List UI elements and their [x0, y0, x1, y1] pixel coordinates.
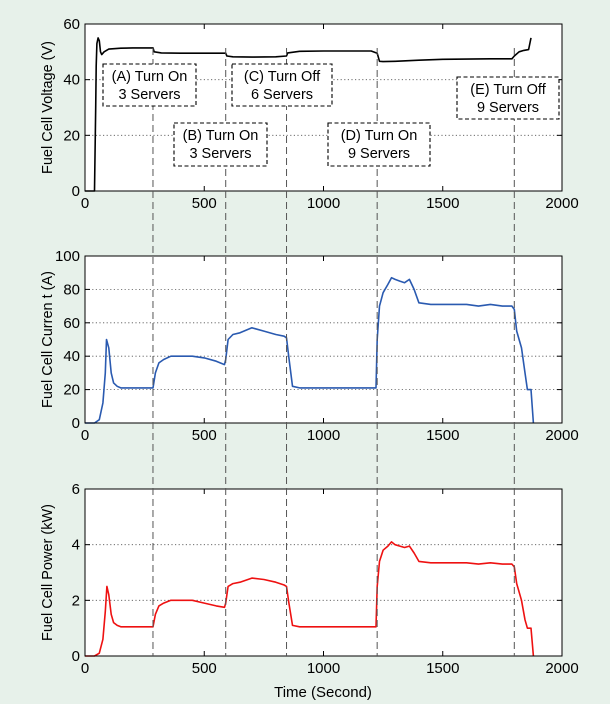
- x-tick-label: 1000: [307, 195, 340, 212]
- annotations-layer: (A) Turn On 3 Servers (B) Turn On 3 Servers…: [102, 63, 560, 167]
- annotation-box: (B) Turn On 3 Servers: [173, 122, 268, 167]
- voltage-series-line: [85, 37, 532, 192]
- annotation-text: (C) Turn Off: [244, 69, 321, 85]
- y-tick-label: 60: [63, 16, 80, 33]
- power-panel: 0 2 4 6 0 500 1000 1500 2000 Fuel Cell Power (kW): [40, 481, 579, 677]
- x-tick-label: 500: [192, 660, 217, 677]
- y-tick-label: 0: [72, 415, 80, 432]
- annotation-border: [231, 63, 333, 107]
- x-tick-label: 2000: [545, 195, 578, 212]
- annotation-box: (E) Turn Off 9 Servers: [456, 76, 560, 120]
- y-tick-label: 40: [63, 72, 80, 89]
- voltage-y-axis-label: Fuel Cell Voltage (V): [40, 41, 56, 174]
- x-tick-label: 1000: [307, 427, 340, 444]
- annotation-text: 9 Servers: [477, 100, 539, 116]
- x-tick-label: 1500: [426, 660, 459, 677]
- annotation-box: (A) Turn On 3 Servers: [102, 63, 197, 107]
- y-tick-label: 20: [63, 382, 80, 399]
- annotation-border: [456, 76, 560, 120]
- annotation-text: (B) Turn On: [183, 128, 259, 144]
- annotation-border: [327, 122, 431, 167]
- x-tick-label: 1500: [426, 195, 459, 212]
- x-tick-label: 1500: [426, 427, 459, 444]
- power-series-line: [85, 541, 535, 657]
- x-tick-label: 2000: [545, 427, 578, 444]
- current-y-axis-label: Fuel Cell Curren t (A): [40, 271, 56, 408]
- annotation-text: 6 Servers: [251, 87, 313, 103]
- power-y-axis-label: Fuel Cell Power (kW): [40, 504, 56, 641]
- y-tick-label: 20: [63, 127, 80, 144]
- annotation-box: (D) Turn On 9 Servers: [327, 122, 431, 167]
- annotation-text: (D) Turn On: [341, 128, 418, 144]
- y-tick-label: 4: [72, 537, 80, 554]
- y-tick-label: 60: [63, 315, 80, 332]
- plot-area: [85, 256, 562, 423]
- x-tick-label: 0: [81, 660, 89, 677]
- x-tick-label: 500: [192, 195, 217, 212]
- y-tick-label: 100: [55, 248, 80, 265]
- y-tick-label: 0: [72, 183, 80, 200]
- plot-frame: [84, 23, 563, 192]
- plot-frame: [84, 488, 563, 657]
- y-tick-label: 6: [72, 481, 80, 498]
- annotation-text: 3 Servers: [118, 87, 180, 103]
- plot-frame: [84, 255, 563, 424]
- current-series-line: [85, 276, 535, 424]
- x-tick-label: 0: [81, 427, 89, 444]
- y-tick-label: 40: [63, 348, 80, 365]
- x-tick-label: 2000: [545, 660, 578, 677]
- annotation-border: [173, 122, 268, 167]
- annotation-text: (A) Turn On: [112, 69, 188, 85]
- plot-area: [85, 489, 562, 656]
- x-tick-label: 1000: [307, 660, 340, 677]
- y-tick-label: 80: [63, 281, 80, 298]
- annotation-text: (E) Turn Off: [470, 82, 546, 98]
- x-tick-label: 0: [81, 195, 89, 212]
- annotation-text: 3 Servers: [189, 146, 251, 162]
- annotation-text: 9 Servers: [348, 146, 410, 162]
- annotation-box: (C) Turn Off 6 Servers: [231, 63, 333, 107]
- x-tick-label: 500: [192, 427, 217, 444]
- annotation-border: [102, 63, 197, 107]
- y-tick-label: 2: [72, 592, 80, 609]
- y-tick-label: 0: [72, 648, 80, 665]
- x-axis-label: Time (Second): [274, 684, 372, 701]
